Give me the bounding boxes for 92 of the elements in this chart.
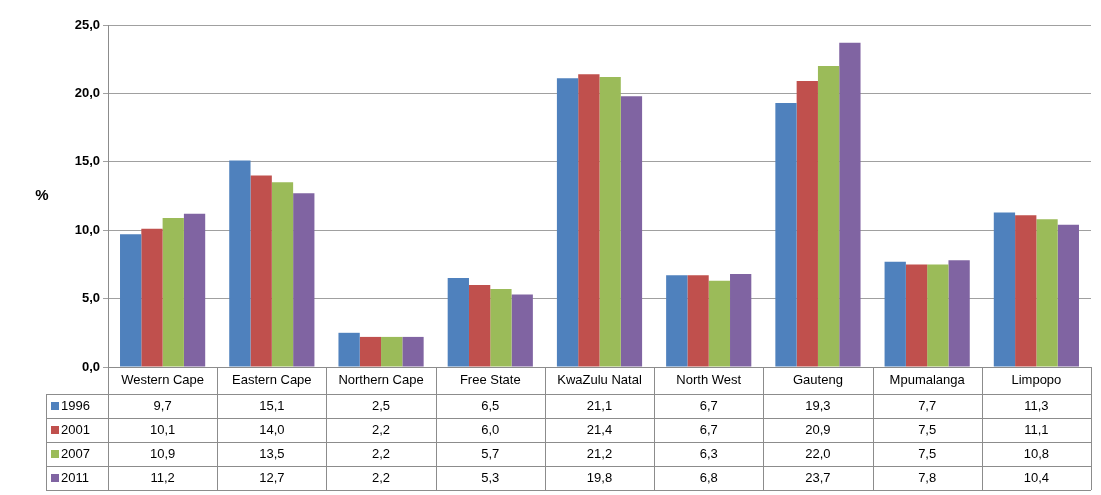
bar bbox=[708, 280, 731, 367]
data-label: 6,8 bbox=[699, 469, 718, 485]
bar bbox=[120, 234, 142, 367]
x-tick-label: North West bbox=[676, 372, 742, 388]
bar bbox=[578, 74, 600, 367]
bar bbox=[599, 76, 621, 367]
legend-label: 2011 bbox=[61, 469, 89, 485]
data-label: 2,2 bbox=[372, 469, 391, 485]
y-tick-label: 5,0 bbox=[81, 290, 100, 306]
legend-label: 2001 bbox=[61, 421, 90, 437]
data-label: 6,0 bbox=[481, 421, 500, 437]
bar bbox=[447, 278, 469, 367]
data-label: 19,8 bbox=[586, 469, 613, 485]
bar bbox=[381, 336, 403, 367]
bar bbox=[1057, 224, 1079, 367]
bar bbox=[338, 332, 360, 367]
bar bbox=[687, 275, 709, 367]
bar bbox=[1015, 215, 1037, 367]
y-tick-label: 15,0 bbox=[74, 153, 100, 169]
data-label: 12,7 bbox=[259, 469, 285, 485]
bar bbox=[293, 193, 315, 367]
bar bbox=[927, 264, 949, 367]
data-label: 10,1 bbox=[149, 421, 176, 437]
data-label: 2,5 bbox=[372, 397, 391, 413]
data-label: 5,7 bbox=[481, 445, 500, 461]
data-label: 10,9 bbox=[149, 445, 176, 461]
bar bbox=[1036, 219, 1058, 367]
data-label: 10,4 bbox=[1023, 469, 1050, 485]
data-label: 22,0 bbox=[805, 445, 831, 461]
data-label: 14,0 bbox=[259, 421, 285, 437]
data-label: 11,2 bbox=[150, 469, 175, 485]
bar bbox=[775, 102, 797, 367]
x-tick-label: Eastern Cape bbox=[232, 372, 312, 388]
data-label: 6,7 bbox=[699, 421, 718, 437]
x-tick-label: Limpopo bbox=[1011, 372, 1062, 388]
data-label: 2,2 bbox=[372, 445, 391, 461]
y-tick-label: 10,0 bbox=[74, 221, 100, 237]
data-label: 21,4 bbox=[586, 421, 613, 437]
bar bbox=[948, 260, 970, 367]
data-label: 6,5 bbox=[481, 397, 500, 413]
bar bbox=[839, 42, 861, 367]
data-label: 13,5 bbox=[259, 445, 285, 461]
bar bbox=[271, 182, 294, 367]
x-tick-label: Gauteng bbox=[793, 372, 843, 388]
data-label: 7,5 bbox=[918, 421, 937, 437]
data-label: 21,1 bbox=[586, 397, 613, 413]
legend-label: 2007 bbox=[61, 445, 90, 461]
bar bbox=[993, 212, 1016, 367]
bar bbox=[796, 81, 818, 367]
data-label: 11,3 bbox=[1024, 397, 1049, 413]
bar bbox=[905, 264, 928, 367]
x-tick-label: Mpumalanga bbox=[889, 372, 966, 388]
legend-label: 1996 bbox=[61, 397, 90, 413]
data-label: 6,7 bbox=[699, 397, 718, 413]
bar bbox=[250, 175, 272, 367]
bar bbox=[884, 261, 906, 367]
bar bbox=[666, 275, 688, 367]
data-label: 20,9 bbox=[805, 421, 831, 437]
bar bbox=[183, 213, 206, 367]
bar bbox=[468, 284, 491, 367]
x-tick-label: Free State bbox=[459, 372, 521, 388]
y-tick-label: 25,0 bbox=[74, 16, 100, 32]
bar bbox=[817, 66, 840, 367]
bar bbox=[402, 336, 424, 367]
x-tick-label: Northern Cape bbox=[338, 372, 424, 388]
bar bbox=[229, 160, 251, 367]
bar bbox=[620, 96, 643, 367]
data-label: 11,1 bbox=[1024, 421, 1049, 437]
data-label: 2,2 bbox=[372, 421, 391, 437]
data-label: 7,5 bbox=[918, 445, 937, 461]
x-tick-label: Western Cape bbox=[121, 372, 205, 388]
data-label: 10,8 bbox=[1023, 445, 1050, 461]
data-label: 5,3 bbox=[481, 469, 500, 485]
data-label: 19,3 bbox=[805, 397, 831, 413]
y-tick-label: 0,0 bbox=[81, 358, 100, 374]
y-axis-title: % bbox=[35, 186, 49, 204]
data-label: 15,1 bbox=[259, 397, 285, 413]
bar bbox=[490, 289, 512, 367]
bar bbox=[141, 228, 163, 367]
data-label: 21,2 bbox=[586, 445, 613, 461]
data-label: 23,7 bbox=[805, 469, 831, 485]
bar bbox=[511, 294, 533, 367]
y-tick-label: 20,0 bbox=[74, 84, 100, 100]
bar bbox=[162, 217, 184, 367]
data-label: 6,3 bbox=[699, 445, 718, 461]
bar bbox=[359, 336, 382, 367]
data-label: 7,7 bbox=[918, 397, 937, 413]
x-tick-label: KwaZulu Natal bbox=[557, 372, 642, 388]
data-label: 9,7 bbox=[153, 397, 172, 413]
bar bbox=[730, 273, 752, 367]
bar bbox=[556, 78, 579, 367]
data-label: 7,8 bbox=[918, 469, 937, 485]
